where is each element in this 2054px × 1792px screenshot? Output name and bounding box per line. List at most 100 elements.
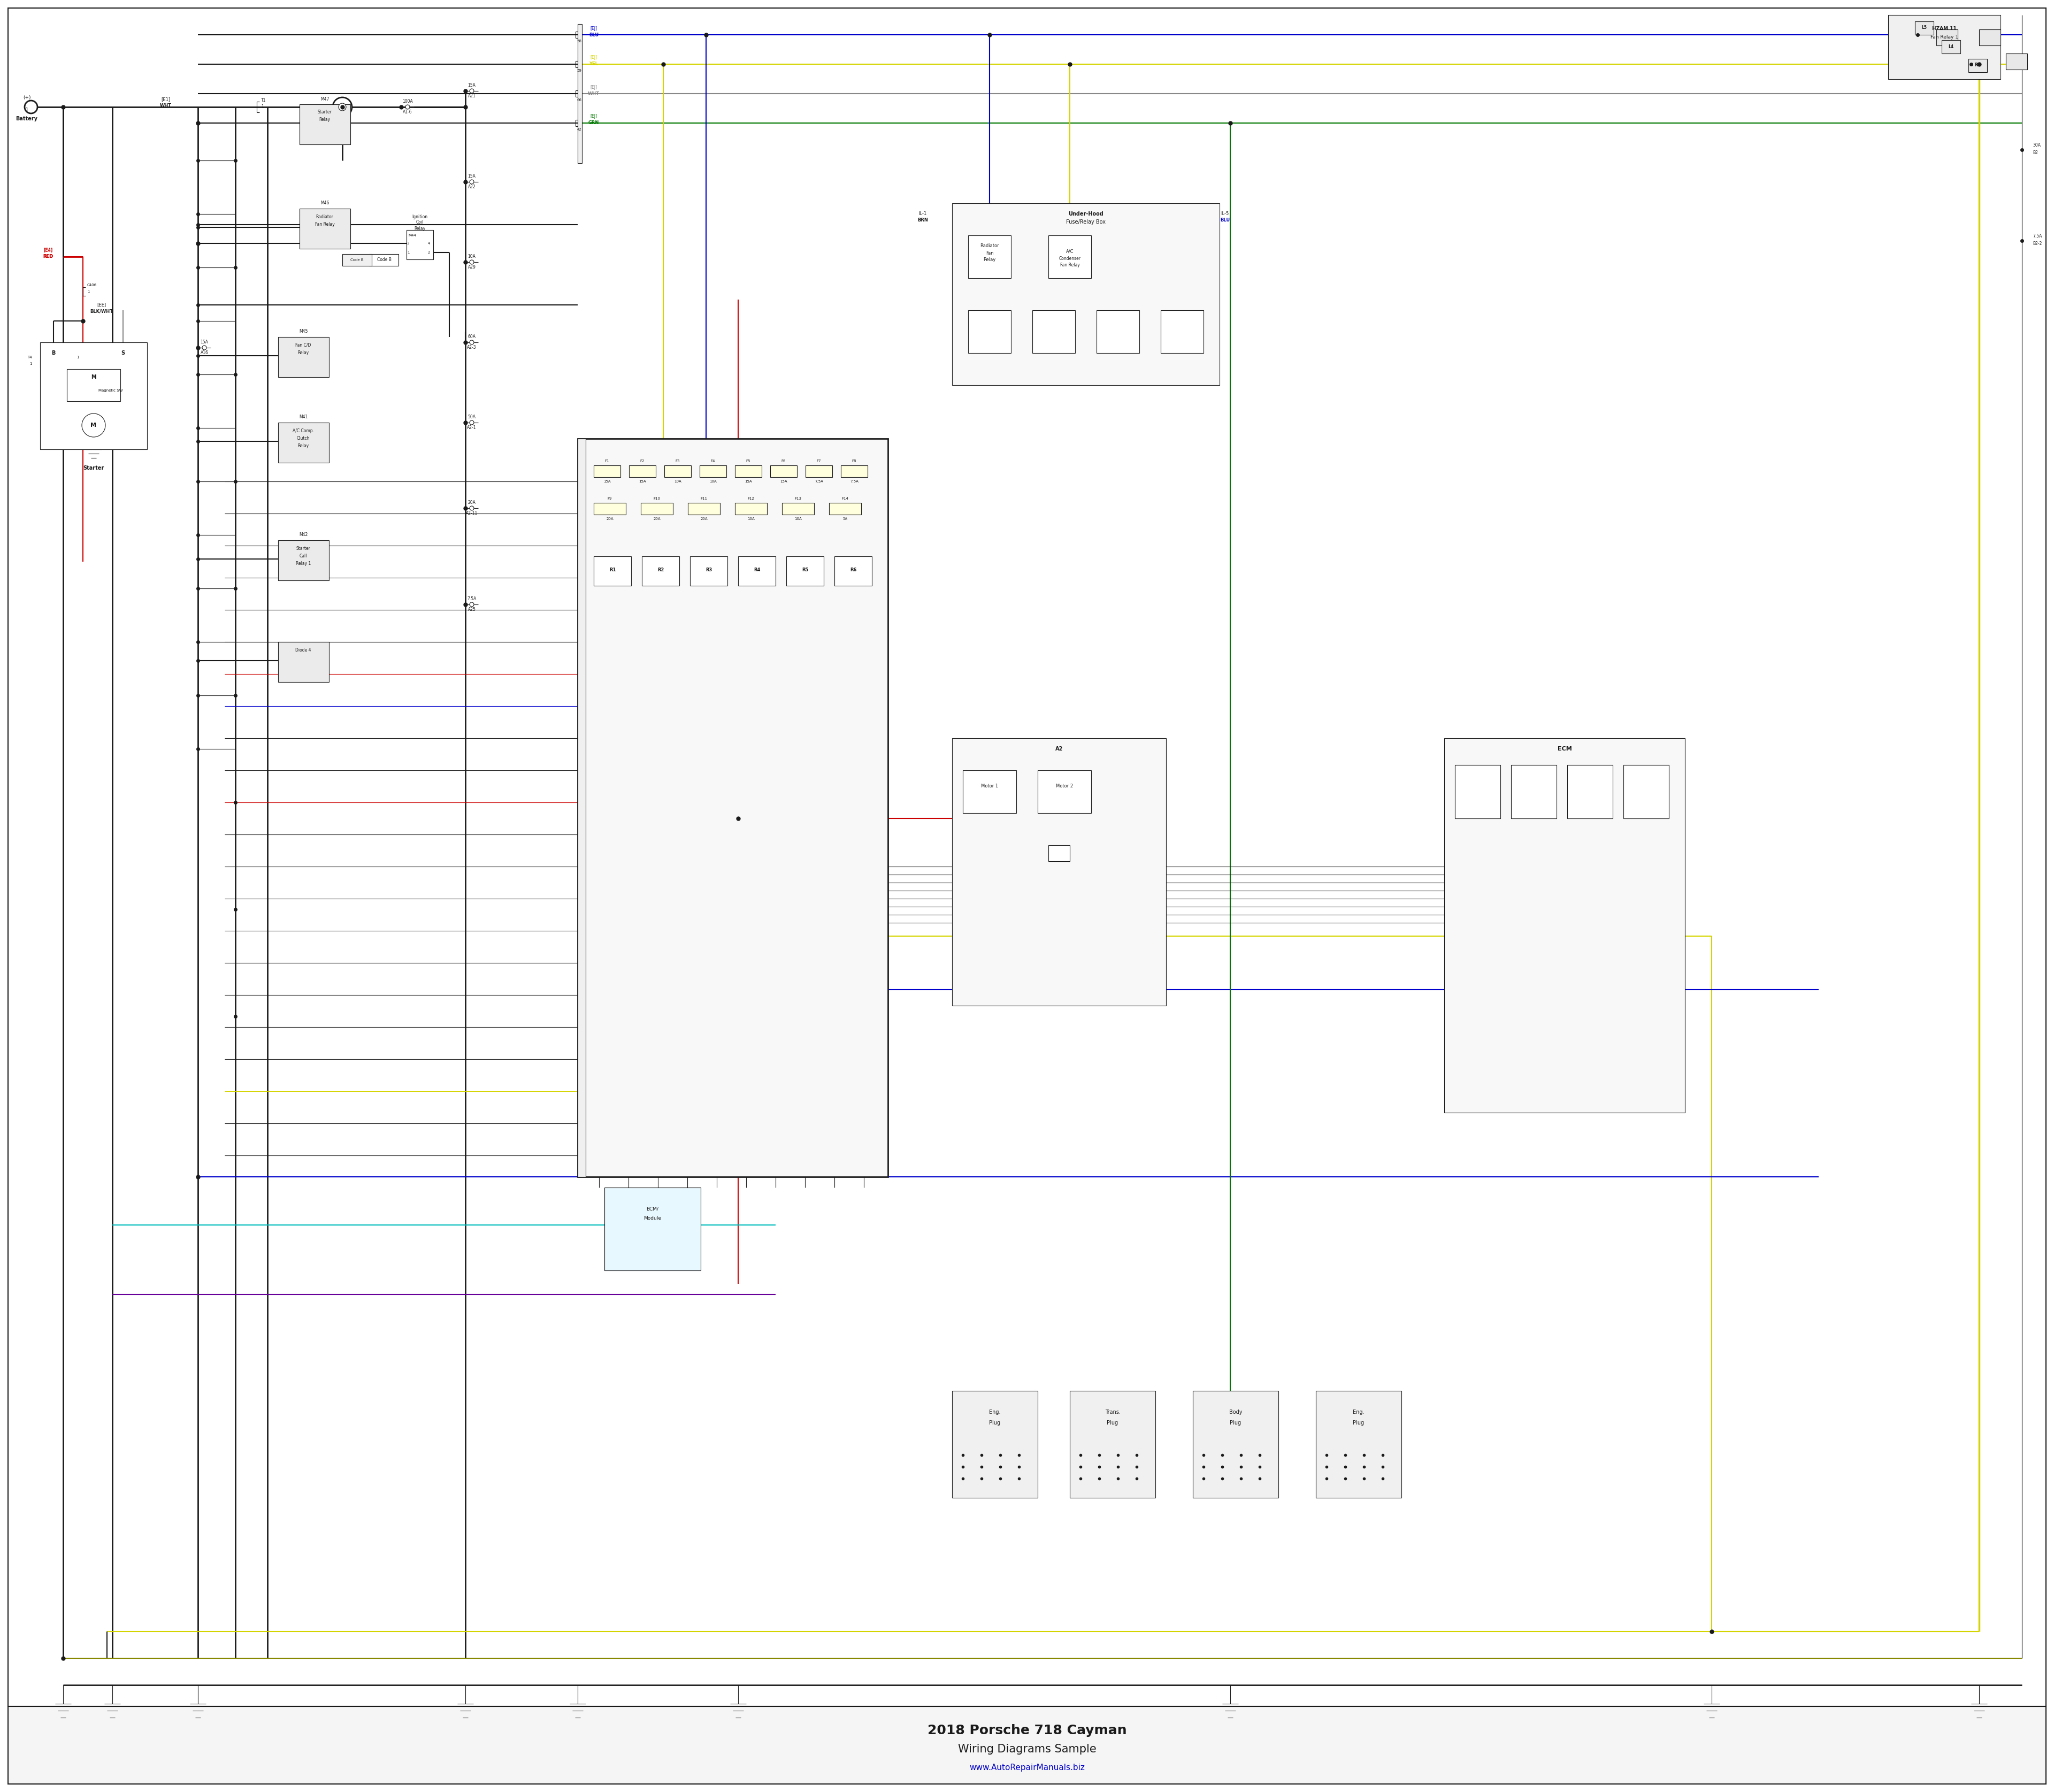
Text: Fuse/Relay Box: Fuse/Relay Box — [1066, 219, 1105, 224]
Text: 15A: 15A — [746, 480, 752, 484]
Bar — [370, 254, 398, 265]
Text: Relay: Relay — [984, 258, 996, 262]
Text: RED: RED — [43, 254, 53, 260]
Text: Code B: Code B — [349, 258, 364, 262]
Text: A1-6: A1-6 — [403, 109, 413, 115]
Text: M46: M46 — [320, 201, 329, 206]
Bar — [690, 556, 727, 586]
Text: Plug: Plug — [1354, 1421, 1364, 1426]
Circle shape — [470, 421, 474, 425]
Bar — [688, 504, 721, 514]
Bar — [805, 466, 832, 477]
Text: 7.5A: 7.5A — [2033, 235, 2042, 238]
Bar — [629, 466, 655, 477]
Bar — [1037, 771, 1091, 814]
Bar — [735, 466, 762, 477]
Circle shape — [470, 260, 474, 263]
Bar — [1941, 39, 1960, 54]
Text: 1: 1 — [86, 290, 90, 294]
Text: 15A: 15A — [201, 340, 207, 344]
Text: M: M — [90, 423, 97, 428]
Text: 10A: 10A — [748, 518, 754, 520]
Text: F7: F7 — [817, 459, 822, 462]
Text: [EE]: [EE] — [97, 303, 107, 306]
Text: A25: A25 — [468, 607, 477, 611]
Bar — [834, 556, 871, 586]
Bar — [953, 202, 1220, 385]
Text: A/C: A/C — [1066, 249, 1074, 254]
Text: Relay 1: Relay 1 — [296, 561, 310, 566]
Circle shape — [470, 340, 474, 344]
Text: [EJ]: [EJ] — [589, 56, 598, 61]
Text: F4: F4 — [711, 459, 715, 462]
Text: BLK/WHT: BLK/WHT — [90, 308, 113, 314]
Text: WHT: WHT — [587, 91, 600, 97]
Text: [E1]: [E1] — [160, 97, 170, 102]
Text: Fan Relay 1: Fan Relay 1 — [1931, 36, 1957, 39]
Text: F13: F13 — [795, 496, 801, 500]
Bar — [700, 466, 727, 477]
Text: T1: T1 — [261, 99, 267, 102]
Bar — [41, 342, 148, 450]
Text: A/C Comp.: A/C Comp. — [292, 428, 314, 434]
Text: 10A: 10A — [795, 518, 801, 520]
Text: F6: F6 — [781, 459, 787, 462]
Bar — [577, 23, 581, 163]
Text: Relay: Relay — [415, 226, 425, 231]
Text: www.AutoRepairManuals.biz: www.AutoRepairManuals.biz — [969, 1763, 1085, 1772]
Text: WHT: WHT — [160, 104, 173, 108]
Text: A2: A2 — [1056, 745, 1062, 751]
Bar — [577, 439, 585, 1177]
Bar — [663, 466, 690, 477]
Text: BCM/: BCM/ — [647, 1206, 659, 1211]
Text: 20A: 20A — [653, 518, 661, 520]
Text: Wiring Diagrams Sample: Wiring Diagrams Sample — [957, 1744, 1097, 1754]
Circle shape — [470, 179, 474, 185]
Bar — [1193, 1391, 1278, 1498]
Text: IL-1: IL-1 — [918, 211, 926, 217]
Text: 20A: 20A — [468, 500, 477, 505]
Text: IL-5: IL-5 — [1220, 211, 1228, 217]
Bar — [1070, 1391, 1154, 1498]
Text: Ignition: Ignition — [413, 215, 427, 219]
Circle shape — [470, 602, 474, 607]
Bar — [277, 423, 329, 462]
Text: Starter: Starter — [318, 109, 333, 115]
Text: 59: 59 — [577, 70, 581, 72]
Bar — [953, 1391, 1037, 1498]
Text: Motor 1: Motor 1 — [982, 783, 998, 788]
Bar — [1097, 310, 1140, 353]
Bar — [1623, 765, 1668, 819]
Text: 1: 1 — [407, 251, 409, 254]
Text: Fan Relay: Fan Relay — [314, 222, 335, 226]
Bar — [641, 504, 674, 514]
Text: F10: F10 — [653, 496, 659, 500]
Text: 66: 66 — [577, 99, 581, 102]
Bar — [1937, 29, 1957, 45]
Bar — [277, 337, 329, 376]
Text: Clutch: Clutch — [296, 435, 310, 441]
Text: M45: M45 — [300, 330, 308, 333]
Bar — [300, 104, 351, 145]
Text: [E4]: [E4] — [43, 247, 53, 253]
Text: Radiator: Radiator — [316, 215, 333, 219]
Text: A29: A29 — [468, 265, 477, 269]
Text: ECM: ECM — [1557, 745, 1571, 751]
Text: 2: 2 — [427, 251, 429, 254]
Bar — [277, 539, 329, 581]
Bar — [1048, 846, 1070, 862]
Bar — [1980, 29, 2001, 45]
Text: Fan: Fan — [986, 251, 994, 256]
Text: 15A: 15A — [781, 480, 787, 484]
Text: M44: M44 — [409, 233, 417, 237]
Text: 1: 1 — [76, 357, 78, 358]
Text: HZAM 11: HZAM 11 — [1933, 25, 1957, 30]
Text: 10A: 10A — [709, 480, 717, 484]
Bar — [1968, 59, 1986, 72]
Bar — [1033, 310, 1074, 353]
Text: F2: F2 — [641, 459, 645, 462]
Bar — [783, 504, 813, 514]
Text: Trans.: Trans. — [1105, 1410, 1119, 1416]
Text: 2018 Porsche 718 Cayman: 2018 Porsche 718 Cayman — [926, 1724, 1128, 1736]
Bar — [343, 254, 372, 265]
